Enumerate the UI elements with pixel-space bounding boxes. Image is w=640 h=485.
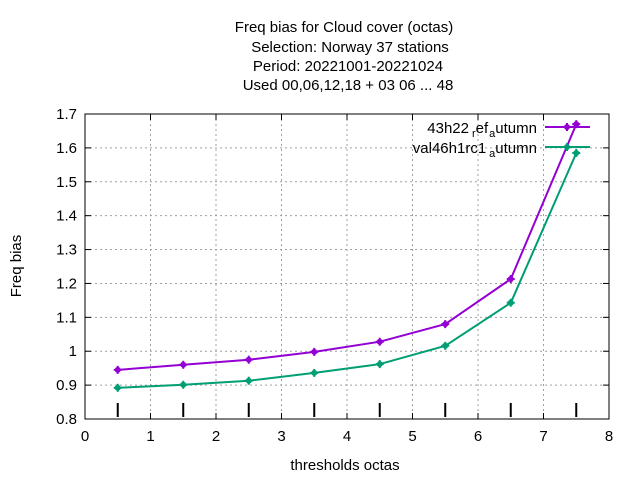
y-tick-label: 0.9 bbox=[56, 377, 77, 394]
title-line-4: Used 00,06,12,18 + 03 06 ... 48 bbox=[243, 77, 454, 94]
data-point bbox=[179, 360, 188, 369]
title-line-3: Period: 20221001-20221024 bbox=[253, 58, 443, 75]
data-point bbox=[375, 337, 384, 346]
x-tick-label: 4 bbox=[343, 428, 351, 445]
x-tick-label: 5 bbox=[408, 428, 416, 445]
y-tick-label: 1.3 bbox=[56, 242, 77, 259]
legend-label-series-1: 43h22 refautumn bbox=[427, 120, 537, 140]
legend-swatch-series-1 bbox=[545, 123, 590, 131]
grid bbox=[85, 114, 609, 419]
y-tick-label: 1.7 bbox=[56, 106, 77, 123]
y-tick-label: 1 bbox=[69, 343, 77, 360]
x-tick-label: 3 bbox=[277, 428, 285, 445]
legend-marker bbox=[563, 123, 571, 131]
y-axis-label: Freq bias bbox=[8, 235, 25, 298]
data-point bbox=[179, 380, 188, 389]
data-point bbox=[375, 360, 384, 369]
x-tick-label: 0 bbox=[81, 428, 89, 445]
x-tick-label: 1 bbox=[146, 428, 154, 445]
y-tick-label: 1.1 bbox=[56, 309, 77, 326]
legend-marker bbox=[563, 143, 571, 151]
y-tick-label: 1.5 bbox=[56, 174, 77, 191]
data-point bbox=[572, 148, 581, 157]
data-point bbox=[244, 376, 253, 385]
x-tick-label: 8 bbox=[605, 428, 613, 445]
data-point bbox=[310, 368, 319, 377]
y-tick-label: 0.8 bbox=[56, 411, 77, 428]
y-tick-label: 1.4 bbox=[56, 208, 77, 225]
legend: 43h22 refautumn val46h1rc1 autumn bbox=[413, 120, 590, 160]
axis-ticks: 0 1 2 3 4 5 6 7 8 0.8 0.9 1 1.1 1.2 1.3 1.4 1.5 1.6 1.7 bbox=[56, 106, 613, 445]
x-tick-label: 7 bbox=[539, 428, 547, 445]
bottom-marks bbox=[116, 403, 578, 417]
series-line-2 bbox=[117, 152, 578, 389]
data-point bbox=[441, 320, 450, 329]
y-tick-label: 1.6 bbox=[56, 140, 77, 157]
x-axis-label: thresholds octas bbox=[290, 457, 399, 474]
legend-swatch-series-2 bbox=[545, 143, 590, 151]
title-line-2: Selection: Norway 37 stations bbox=[251, 39, 449, 56]
series-lines bbox=[113, 120, 581, 392]
series-line-1 bbox=[117, 123, 578, 371]
x-tick-label: 2 bbox=[212, 428, 220, 445]
chart-title: Freq bias for Cloud cover (octas) Select… bbox=[235, 19, 454, 94]
title-line-1: Freq bias for Cloud cover (octas) bbox=[235, 19, 453, 36]
x-tick-label: 6 bbox=[474, 428, 482, 445]
data-point bbox=[310, 347, 319, 356]
data-point bbox=[113, 365, 122, 374]
data-point bbox=[244, 355, 253, 364]
legend-label-series-2: val46h1rc1 autumn bbox=[413, 140, 537, 160]
data-point bbox=[506, 298, 515, 307]
data-point bbox=[506, 275, 515, 284]
data-point bbox=[113, 383, 122, 392]
data-point bbox=[441, 341, 450, 350]
y-tick-label: 1.2 bbox=[56, 275, 77, 292]
